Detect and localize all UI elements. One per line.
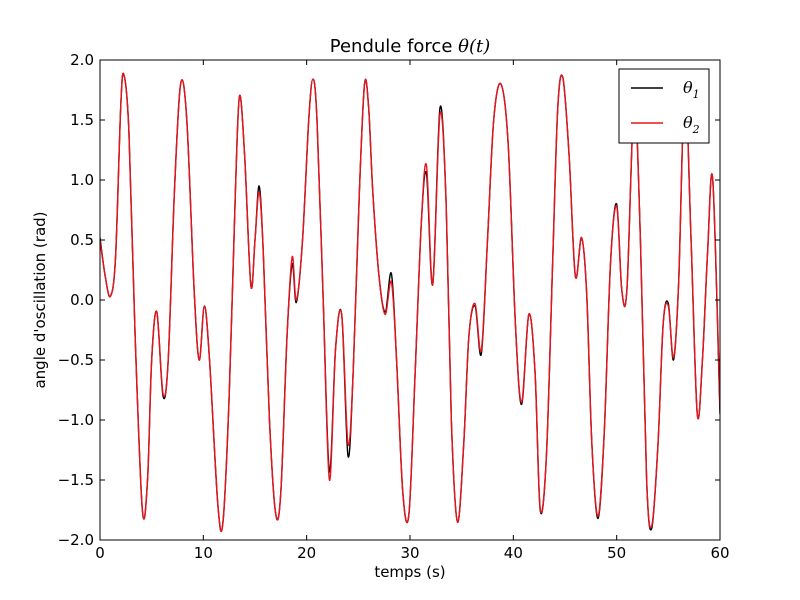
legend-label-subscript: 2: [692, 123, 700, 136]
y-tick-label: −1.5: [58, 471, 94, 489]
series-group: [100, 72, 720, 533]
y-tick-label: −1.0: [58, 411, 94, 429]
chart-title: Pendule force θ(t): [330, 36, 491, 57]
legend-box: [618, 68, 710, 144]
x-tick-label: 30: [400, 544, 419, 562]
legend-label-base: θ: [683, 78, 693, 97]
x-tick-label: 10: [194, 544, 213, 562]
x-tick-label: 0: [95, 544, 105, 562]
y-tick-label: 1.5: [70, 111, 94, 129]
y-tick-label: 0.0: [70, 291, 94, 309]
y-tick-label: 0.5: [70, 231, 94, 249]
x-tick-label: 50: [607, 544, 626, 562]
legend-label-theta-1: θ1: [683, 78, 700, 101]
series-line-theta-2: [100, 72, 720, 533]
legend-label-subscript: 1: [693, 88, 700, 101]
chart-title-prefix: Pendule force: [330, 36, 458, 57]
legend-label-theta-2: θ2: [683, 113, 700, 136]
x-axis-label: temps (s): [374, 563, 445, 581]
x-tick-label: 60: [710, 544, 729, 562]
y-tick-label: −0.5: [58, 351, 94, 369]
x-tick-label: 40: [504, 544, 523, 562]
y-axis-label: angle d'oscillation (rad): [31, 211, 49, 388]
y-tick-label: −2.0: [58, 531, 94, 549]
x-tick-label: 20: [297, 544, 316, 562]
legend-label-base: θ: [683, 113, 693, 132]
chart-title-math: θ(t): [458, 36, 490, 57]
y-tick-label: 1.0: [70, 171, 94, 189]
y-tick-label: 2.0: [70, 51, 94, 69]
